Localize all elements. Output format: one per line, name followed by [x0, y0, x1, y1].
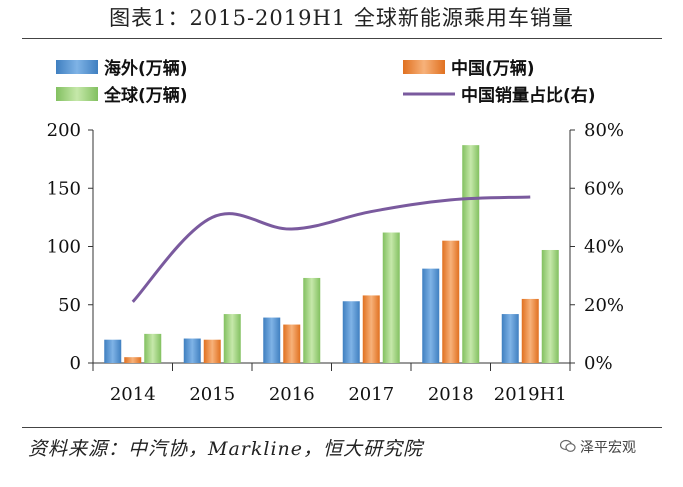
- source-note: 资料来源：中汽协，Markline，恒大研究院: [28, 438, 424, 460]
- x-tick-label: 2018: [428, 384, 474, 405]
- global-bar: [462, 145, 480, 363]
- china-bar: [362, 295, 380, 363]
- china-bar: [521, 298, 539, 363]
- global-bar-swatch: [56, 87, 98, 101]
- right-tick-label: 0%: [584, 353, 613, 374]
- overseas-bar: [183, 338, 201, 363]
- chart-legend: 海外(万辆) 中国(万辆) 全球(万辆) 中国销量占比(右): [56, 58, 596, 106]
- right-tick-label: 20%: [584, 295, 624, 316]
- x-tick-label: 2014: [110, 384, 156, 405]
- chart-title: 图表1：2015-2019H1 全球新能源乘用车销量: [109, 6, 574, 30]
- legend-label: 中国(万辆): [451, 58, 535, 79]
- left-tick-label: 50: [58, 295, 81, 316]
- chart-axes: 0 50 100 150 200 0% 20% 40% 60% 80% 2014 2015 2016 20…: [47, 120, 624, 405]
- global-bar: [223, 314, 241, 363]
- legend-label: 中国销量占比(右): [461, 85, 596, 106]
- overseas-bar: [104, 339, 122, 363]
- source-rule: [22, 427, 662, 428]
- wechat-icon: [560, 439, 576, 452]
- chart-canvas: 海外(万辆) 中国(万辆) 全球(万辆) 中国销量占比(右) 0 50 100 150 200…: [47, 58, 624, 405]
- share-line-series: [131, 195, 531, 303]
- legend-label: 全球(万辆): [103, 85, 188, 106]
- overseas-bar: [501, 314, 519, 363]
- global-bar: [541, 249, 559, 363]
- right-tick-label: 60%: [584, 178, 624, 199]
- share-line: [131, 195, 531, 303]
- left-tick-label: 100: [47, 237, 81, 258]
- right-tick-label: 80%: [584, 120, 624, 141]
- legend-label: 海外(万辆): [104, 58, 188, 79]
- left-tick-label: 150: [47, 178, 81, 199]
- x-tick-label: 2019H1: [494, 384, 567, 405]
- global-bar: [303, 277, 321, 363]
- china-bar: [283, 324, 301, 363]
- left-tick-label: 200: [47, 120, 81, 141]
- overseas-bar: [263, 317, 281, 363]
- x-tick-label: 2015: [189, 384, 235, 405]
- bar-series: [104, 145, 559, 363]
- china-bar: [124, 357, 142, 363]
- global-bar: [144, 333, 162, 363]
- china-bar-swatch: [403, 60, 445, 74]
- china-bar: [203, 339, 221, 363]
- china-bar: [442, 240, 460, 363]
- x-tick-label: 2017: [348, 384, 394, 405]
- overseas-bar: [422, 268, 440, 363]
- brand-name: 泽平宏观: [580, 440, 636, 456]
- global-bar: [382, 232, 400, 363]
- right-tick-label: 40%: [584, 237, 624, 258]
- left-tick-label: 0: [70, 353, 81, 374]
- overseas-bar: [342, 301, 360, 363]
- overseas-bar-swatch: [56, 60, 98, 74]
- x-tick-label: 2016: [269, 384, 315, 405]
- title-rule: [22, 38, 662, 39]
